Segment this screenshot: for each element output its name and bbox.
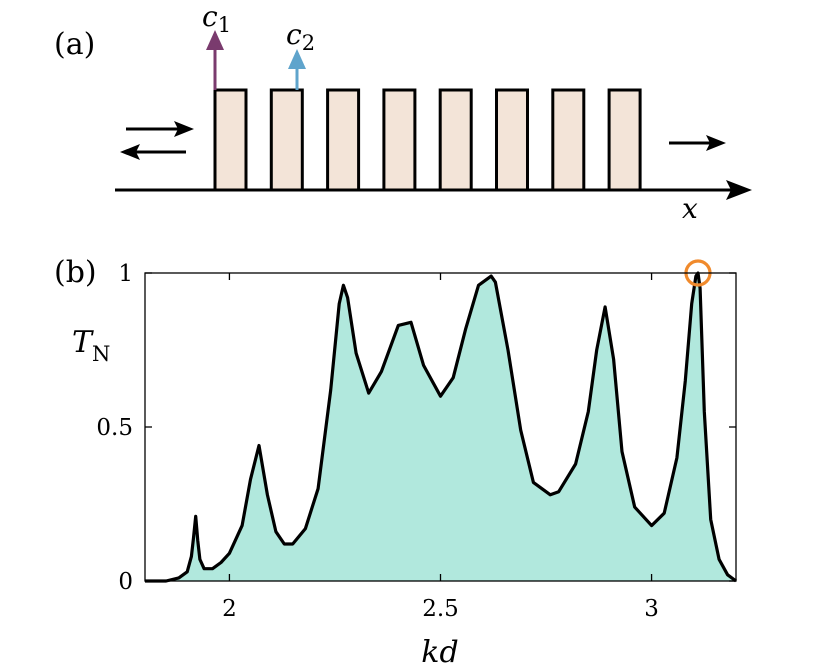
x-tick-label: 2 [222,596,237,622]
c1-label: c1 [202,0,231,37]
block [607,88,642,192]
c1-arrow: c1 [202,0,231,90]
block [551,88,586,192]
panel-a-label: (a) [54,27,95,62]
transmitted-wave-arrow-icon [669,135,726,151]
y-tick-label: 0 [118,569,133,595]
y-tick-label: 0.5 [96,415,133,441]
x-axis-label: x [682,192,698,225]
transmission-area-fill [145,273,736,581]
block [213,88,248,192]
x-tick-label: 3 [644,596,659,622]
c2-arrowhead-icon [288,49,306,69]
block [438,88,473,192]
y-tick-label: 1 [118,261,133,287]
transmission-curve [145,271,737,583]
transmission-plot: 2 2.5 3 0 0.5 1 [96,259,737,622]
reflected-wave-arrow-icon [120,144,186,160]
x-tick-label: 2.5 [422,596,459,622]
block-array [213,88,642,192]
incident-wave-arrow-icon [126,121,194,137]
x-axis-arrowhead-icon [726,180,752,200]
c2-label: c2 [286,18,315,55]
x-axis-title: kd [421,635,458,670]
panel-b: (b) 2 2.5 3 0 0.5 1 TN kd [54,255,737,670]
panel-b-label: (b) [54,255,97,290]
axis-tick-labels: 2 2.5 3 0 0.5 1 [96,261,658,622]
block [495,88,529,192]
block [382,88,417,192]
axis-ticks [145,272,736,582]
panel-a: (a) x c1 c2 [54,0,752,225]
block [326,88,361,192]
c1-arrowhead-icon [206,30,224,50]
c2-arrow: c2 [286,18,315,90]
y-axis-title: TN [72,325,110,366]
block [269,88,304,192]
